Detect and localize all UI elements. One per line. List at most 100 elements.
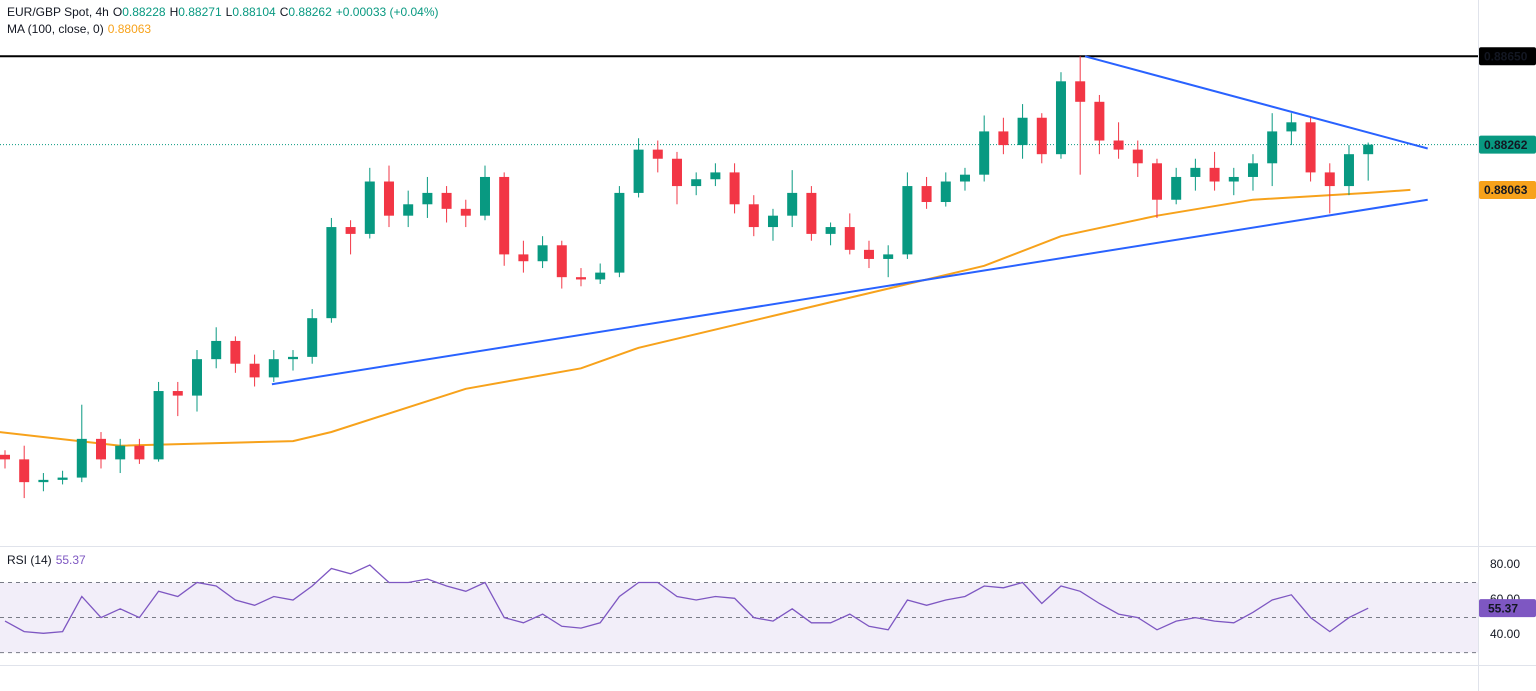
- candle-body: [268, 359, 279, 378]
- candle-body: [883, 254, 894, 259]
- candle-body: [211, 340, 222, 360]
- candle-body: [710, 172, 721, 180]
- legend: EUR/GBP Spot, 4h O0.88228 H0.88271 L0.88104…: [7, 5, 439, 567]
- candle-body: [633, 149, 644, 193]
- candle-body: [1209, 167, 1220, 182]
- candle-body: [729, 172, 740, 205]
- candle-body: [767, 215, 778, 228]
- trend-line: [271, 198, 1428, 386]
- candle-body: [345, 227, 356, 234]
- candle-body: [691, 179, 702, 187]
- rsi-label: 55.37: [1488, 601, 1518, 615]
- ma-name: MA (100, close, 0): [7, 22, 104, 36]
- ohlc-value: 0.88228: [122, 5, 166, 19]
- ohlc: O0.88228 H0.88271 L0.88104 C0.88262: [113, 5, 332, 19]
- candle-body: [460, 208, 471, 216]
- ohlc-value: 0.88271: [178, 5, 222, 19]
- ohlc-value: 0.88104: [232, 5, 276, 19]
- candle-body: [595, 272, 606, 280]
- ohlc-key: C: [280, 5, 289, 19]
- ohlc-key: H: [170, 5, 179, 19]
- candle-body: [844, 227, 855, 250]
- rsi-legend: RSI (14) 55.37: [7, 553, 86, 567]
- candle-body: [1132, 149, 1143, 164]
- candle-body: [537, 245, 548, 262]
- candle-body: [979, 131, 990, 175]
- candle-body: [1228, 176, 1239, 182]
- rsi-tick-label: 80.00: [1490, 557, 1520, 571]
- candle-body: [902, 186, 913, 255]
- candle-body: [1305, 122, 1316, 173]
- price-label: 0.88650: [1484, 49, 1528, 63]
- rsi-value: 55.37: [56, 553, 86, 567]
- candle-body: [959, 174, 970, 182]
- candle-body: [172, 391, 183, 396]
- candle-body: [518, 254, 529, 262]
- candle-body: [95, 438, 106, 460]
- candle-body: [499, 176, 510, 255]
- price-label-box: [1479, 135, 1536, 154]
- symbol: EUR/GBP Spot, 4h: [7, 5, 109, 19]
- candle-body: [441, 192, 452, 209]
- ohlc-key: O: [113, 5, 122, 19]
- rsi-tick-label: 40.00: [1490, 627, 1520, 641]
- candle-body: [787, 192, 798, 216]
- ohlc-key: L: [226, 5, 233, 19]
- candle-body: [652, 149, 663, 159]
- candle-body: [115, 445, 126, 460]
- candle-body: [0, 454, 10, 460]
- candle-body: [1075, 81, 1086, 102]
- candle-body: [364, 181, 375, 234]
- candle-body: [326, 227, 337, 319]
- candle-body: [191, 359, 202, 396]
- candle-body: [806, 192, 817, 234]
- candle-body: [76, 438, 87, 478]
- price-label: 0.88063: [1484, 183, 1528, 197]
- candle-body: [825, 227, 836, 234]
- candle-body: [422, 192, 433, 205]
- candle-body: [1055, 81, 1066, 155]
- candle-body: [863, 249, 874, 259]
- candle-body: [1267, 131, 1278, 164]
- candle-body: [383, 181, 394, 216]
- candle-body: [940, 181, 951, 203]
- moving-average: [0, 188, 1411, 447]
- rsi-name: RSI (14): [7, 553, 52, 567]
- chart-title: EUR/GBP Spot, 4h O0.88228 H0.88271 L0.88104…: [7, 5, 439, 19]
- candle-body: [1171, 176, 1182, 200]
- candle-body: [614, 192, 625, 273]
- change: +0.00033 (+0.04%): [336, 5, 439, 19]
- candle-body: [998, 131, 1009, 146]
- candle-body: [575, 277, 586, 280]
- ma-value: 0.88063: [108, 22, 152, 36]
- trend-line: [1084, 55, 1428, 150]
- candle-body: [1363, 144, 1374, 155]
- candle-body: [287, 356, 298, 360]
- price-label: 0.88262: [1484, 138, 1528, 152]
- candle-body: [249, 363, 260, 378]
- candle-body: [1036, 117, 1047, 155]
- candle-body: [153, 391, 164, 460]
- candle-body: [1343, 154, 1354, 187]
- candle-body: [403, 204, 414, 216]
- candle-body: [1247, 163, 1258, 177]
- candle-body: [1017, 117, 1028, 146]
- rsi-line: [4, 564, 1369, 634]
- axes: 0.886500.882620.8806380.0060.0040.0055.3…: [1479, 47, 1536, 641]
- candle-body: [1190, 167, 1201, 177]
- candle-body: [1113, 140, 1124, 150]
- candle-body: [134, 445, 145, 460]
- candle-body: [671, 158, 682, 187]
- candle-body: [479, 176, 490, 216]
- candle-body: [748, 204, 759, 228]
- candle-body: [38, 479, 49, 483]
- candle-body: [1324, 172, 1335, 187]
- rsi-pane: [0, 564, 1478, 654]
- candle-body: [556, 245, 567, 278]
- candle-body: [57, 477, 68, 480]
- candle-body: [1094, 101, 1105, 141]
- price-label-box: [1479, 180, 1536, 199]
- candle-body: [307, 318, 318, 357]
- ohlc-value: 0.88262: [288, 5, 332, 19]
